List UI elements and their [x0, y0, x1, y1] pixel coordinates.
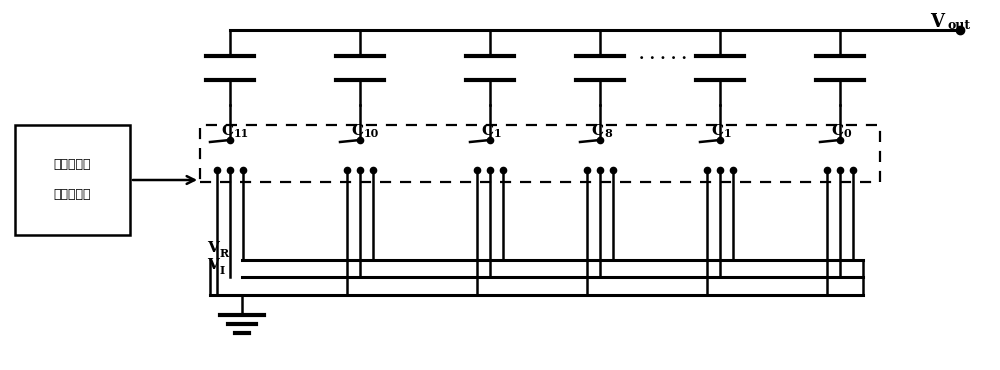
Text: C: C	[591, 124, 603, 138]
Text: 11: 11	[234, 128, 249, 139]
Text: C: C	[831, 124, 843, 138]
Text: . . . . .: . . . . .	[639, 48, 687, 62]
Text: R: R	[220, 248, 229, 259]
Text: C: C	[711, 124, 723, 138]
Text: 0: 0	[844, 128, 852, 139]
Text: C: C	[481, 124, 493, 138]
Text: out: out	[948, 19, 971, 32]
Text: 信号发生器: 信号发生器	[54, 188, 91, 202]
Text: 1: 1	[494, 128, 502, 139]
Text: V: V	[207, 258, 219, 272]
Text: V: V	[207, 241, 219, 255]
Text: I: I	[220, 265, 225, 276]
Bar	[15, 125, 130, 235]
Text: V: V	[930, 13, 944, 31]
Text: 数字伪随机: 数字伪随机	[54, 158, 91, 172]
Text: C: C	[351, 124, 363, 138]
Text: 1: 1	[724, 128, 732, 139]
Text: 10: 10	[364, 128, 379, 139]
Text: 8: 8	[604, 128, 612, 139]
Bar	[200, 125, 880, 182]
Text: C: C	[221, 124, 233, 138]
